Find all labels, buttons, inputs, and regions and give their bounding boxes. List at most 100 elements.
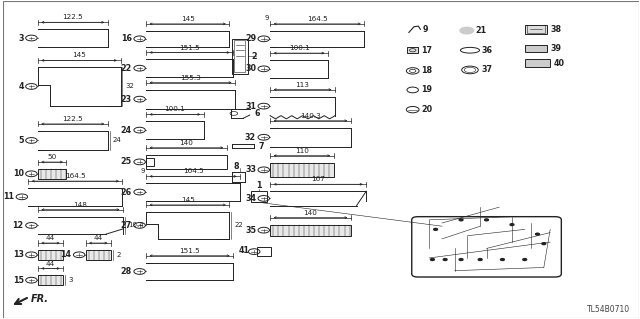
Text: 24: 24	[113, 137, 122, 144]
Text: 1: 1	[256, 181, 261, 190]
Text: 122.5: 122.5	[63, 14, 83, 20]
Text: 2: 2	[251, 52, 257, 61]
Bar	[234, 40, 245, 72]
Text: 18: 18	[421, 66, 432, 75]
Circle shape	[500, 259, 504, 261]
Text: 2: 2	[116, 252, 120, 258]
Text: 9: 9	[265, 15, 269, 21]
Text: 122.5: 122.5	[63, 116, 83, 122]
Text: 26: 26	[121, 188, 132, 197]
Text: 21: 21	[476, 26, 487, 35]
Text: 35: 35	[245, 226, 256, 235]
Text: 167: 167	[311, 176, 325, 182]
Bar	[270, 163, 334, 177]
Bar	[525, 59, 550, 67]
Text: 23: 23	[121, 95, 132, 104]
Circle shape	[542, 243, 546, 245]
Text: 140: 140	[303, 210, 317, 216]
Text: 17: 17	[421, 46, 432, 55]
Text: 14: 14	[61, 250, 72, 259]
Circle shape	[536, 233, 540, 235]
Text: 38: 38	[550, 25, 561, 34]
Text: 40: 40	[554, 59, 564, 68]
Text: 164.5: 164.5	[307, 16, 328, 22]
Text: 30: 30	[245, 64, 256, 73]
Text: 113: 113	[296, 82, 310, 88]
Text: 145: 145	[180, 197, 195, 203]
Text: 16: 16	[121, 34, 132, 43]
Bar	[251, 191, 267, 202]
Text: 4: 4	[19, 82, 24, 91]
Bar	[232, 39, 248, 74]
Circle shape	[510, 224, 514, 226]
Text: 10.4: 10.4	[128, 222, 144, 228]
Text: 100.1: 100.1	[289, 45, 310, 51]
Text: 32: 32	[125, 84, 134, 89]
Circle shape	[478, 259, 482, 261]
Bar	[525, 25, 547, 34]
Text: 22: 22	[234, 222, 243, 228]
Text: FR.: FR.	[31, 294, 49, 304]
Circle shape	[434, 228, 438, 230]
Text: 12: 12	[13, 221, 24, 230]
Bar	[146, 155, 227, 169]
Text: 148: 148	[74, 202, 88, 208]
Text: 13: 13	[13, 250, 24, 259]
Text: 31: 31	[245, 102, 256, 111]
Text: 32: 32	[245, 133, 256, 142]
Text: 44: 44	[46, 261, 55, 267]
Bar	[527, 26, 545, 33]
Text: 44: 44	[46, 235, 55, 241]
Text: 164.5: 164.5	[182, 168, 204, 174]
Bar	[525, 45, 547, 51]
Text: 151.5: 151.5	[179, 45, 200, 50]
Text: 3: 3	[68, 277, 73, 283]
Bar	[38, 169, 67, 179]
Text: 9: 9	[423, 25, 428, 34]
Bar	[38, 250, 63, 260]
Circle shape	[459, 259, 463, 261]
Bar	[38, 275, 63, 285]
Bar	[86, 250, 111, 260]
Text: 9: 9	[141, 168, 145, 174]
Text: 44: 44	[93, 235, 103, 241]
Circle shape	[484, 219, 488, 221]
Text: 34: 34	[245, 194, 256, 203]
Text: 29: 29	[245, 34, 256, 43]
Text: 39: 39	[550, 43, 561, 53]
Bar	[146, 158, 154, 166]
Text: 8: 8	[233, 162, 239, 171]
Text: 100.1: 100.1	[164, 107, 186, 113]
Text: 27: 27	[121, 221, 132, 230]
Circle shape	[444, 259, 447, 261]
Text: 110: 110	[295, 148, 309, 154]
Text: 22: 22	[121, 64, 132, 73]
Text: 10: 10	[13, 169, 24, 178]
Text: 11: 11	[3, 192, 14, 201]
Bar	[257, 247, 271, 256]
Text: 155.3: 155.3	[180, 75, 201, 81]
Text: 33: 33	[245, 165, 256, 174]
Text: 151.5: 151.5	[179, 248, 200, 254]
FancyBboxPatch shape	[412, 217, 561, 277]
Text: 25: 25	[121, 157, 132, 167]
Bar	[270, 225, 351, 236]
Text: TL54B0710: TL54B0710	[587, 305, 630, 314]
Text: 20: 20	[421, 105, 432, 114]
Bar	[407, 48, 419, 53]
Text: 6: 6	[255, 109, 260, 118]
Text: 5: 5	[19, 136, 24, 145]
Text: 41: 41	[239, 246, 250, 255]
Text: 19: 19	[421, 85, 432, 94]
Text: 145: 145	[72, 53, 86, 58]
Text: 28: 28	[121, 267, 132, 276]
Circle shape	[459, 219, 463, 221]
Text: 164.5: 164.5	[65, 173, 86, 179]
Text: 140: 140	[179, 140, 193, 146]
Text: 50: 50	[47, 154, 57, 160]
Text: 3: 3	[19, 33, 24, 42]
Text: 140.3: 140.3	[300, 113, 321, 119]
Text: 7: 7	[259, 142, 264, 151]
Text: 145: 145	[180, 16, 195, 22]
Text: 36: 36	[481, 46, 492, 55]
